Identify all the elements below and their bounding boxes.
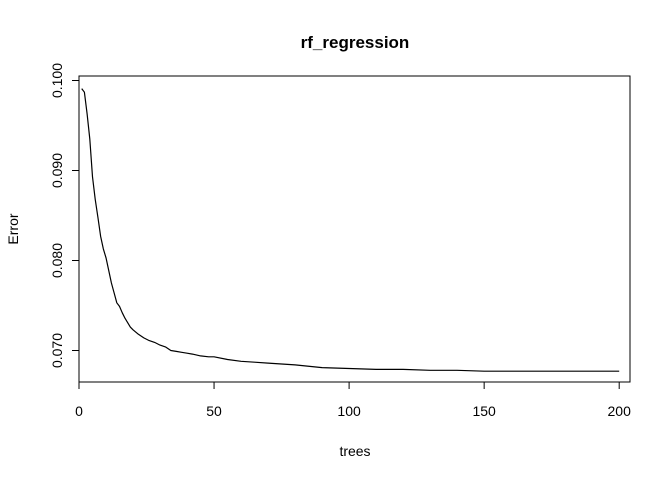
y-tick-label: 0.080: [49, 243, 65, 278]
y-tick-label: 0.070: [49, 333, 65, 368]
y-axis: 0.070 0.080 0.090 0.100: [49, 63, 80, 368]
x-axis-label: trees: [339, 443, 370, 459]
series-layer: [81, 88, 620, 372]
y-tick-label: 0.100: [49, 63, 65, 98]
x-tick-label: 200: [608, 403, 632, 419]
x-tick-label: 50: [206, 403, 222, 419]
error-series-line: [81, 88, 620, 372]
y-axis-label: Error: [5, 213, 21, 244]
x-tick-label: 0: [75, 403, 83, 419]
y-tick-label: 0.090: [49, 153, 65, 188]
x-tick-label: 100: [337, 403, 361, 419]
x-tick-label: 150: [472, 403, 496, 419]
x-axis: 0 50 100 150 200: [75, 381, 632, 419]
chart-title: rf_regression: [301, 33, 410, 52]
plot-frame: [78, 75, 631, 383]
